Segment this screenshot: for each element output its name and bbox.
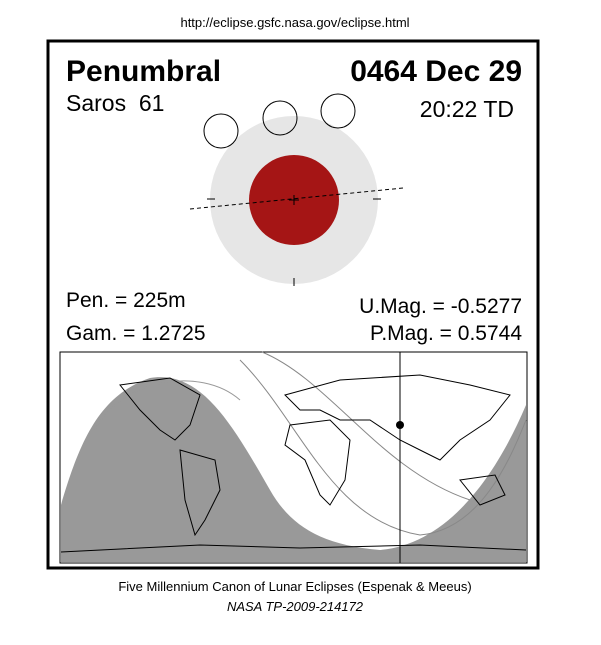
source-url: http://eclipse.gsfc.nasa.gov/eclipse.htm… bbox=[180, 15, 409, 30]
sub-lunar-point bbox=[396, 421, 404, 429]
contact-curve bbox=[239, 359, 527, 536]
moon bbox=[203, 113, 239, 149]
gamma: Gam. = 1.2725 bbox=[66, 322, 206, 345]
moon-path bbox=[189, 187, 404, 210]
contact-curve bbox=[94, 380, 241, 431]
world-map bbox=[59, 351, 528, 564]
saros: Saros 61 bbox=[66, 90, 164, 116]
contact-curve bbox=[261, 351, 471, 501]
penumbral-magnitude: P.Mag. = 0.5744 bbox=[370, 322, 522, 345]
americas bbox=[119, 377, 221, 537]
eclipse-type: Penumbral bbox=[66, 55, 221, 88]
eclipse-time: 20:22 TD bbox=[420, 96, 514, 122]
moon bbox=[320, 93, 356, 129]
old-world bbox=[284, 374, 511, 506]
footer-reference: NASA TP-2009-214172 bbox=[227, 599, 364, 614]
eclipse-date: 0464 Dec 29 bbox=[350, 55, 522, 88]
antarctica bbox=[60, 544, 527, 553]
umbral-magnitude: U.Mag. = -0.5277 bbox=[359, 295, 522, 318]
penumbral-duration: Pen. = 225m bbox=[66, 289, 186, 312]
footer-title: Five Millennium Canon of Lunar Eclipses … bbox=[118, 579, 471, 594]
moon bbox=[262, 100, 298, 136]
visibility-shade bbox=[61, 377, 526, 562]
